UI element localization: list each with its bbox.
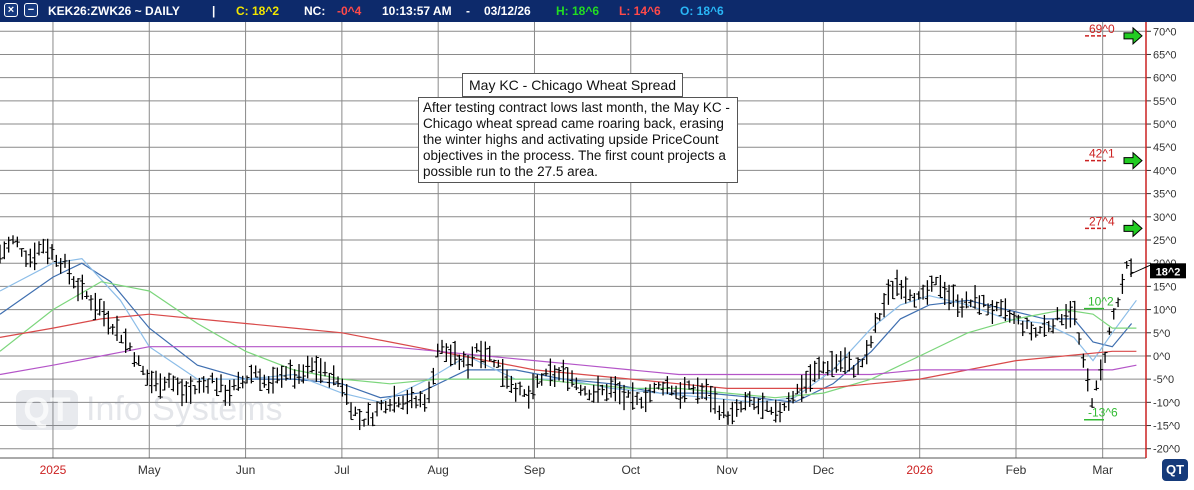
open-value: O: 18^6	[680, 4, 724, 18]
y-tick-label: 40^0	[1153, 165, 1177, 177]
x-tick-label: 2026	[906, 463, 933, 477]
watermark-logo: QT	[16, 390, 78, 430]
last-price-pointer	[1129, 264, 1151, 275]
last-price-box	[1150, 263, 1186, 279]
y-tick-label: 5^0	[1153, 328, 1170, 340]
low-value: L: 14^6	[619, 4, 661, 18]
y-tick-label: -15^0	[1153, 421, 1180, 433]
objective-label: -13^6	[1088, 406, 1118, 420]
x-tick-label: 2025	[40, 463, 67, 477]
objective-label: 42^1	[1089, 147, 1115, 161]
minimize-icon[interactable]: −	[24, 3, 38, 17]
y-tick-label: 70^0	[1153, 26, 1177, 38]
time-label: 10:13:57 AM	[382, 4, 452, 18]
quote-header: × − KEK26:ZWK26 ~ DAILY | C: 18^2 NC: -0…	[0, 0, 1194, 22]
x-tick-label: Oct	[621, 463, 640, 477]
header-dash: -	[466, 4, 470, 18]
y-tick-label: -20^0	[1153, 444, 1180, 456]
x-tick-label: Mar	[1092, 463, 1113, 477]
symbol-label: KEK26:ZWK26 ~ DAILY	[48, 4, 180, 18]
spread-chart: 70^0 65^0 60^0 55^0 50^0 45^0 40^0 35^0 30^0 25^0…	[0, 22, 1186, 477]
close-value: C: 18^2	[236, 4, 280, 18]
objective-label: 10^2	[1088, 295, 1114, 309]
x-tick-label: Aug	[427, 463, 448, 477]
y-tick-label: -5^0	[1153, 374, 1174, 386]
qt-logo-badge[interactable]: QT	[1162, 459, 1188, 481]
objective-label: 27^4	[1089, 214, 1115, 228]
last-price-label: 18^2	[1156, 266, 1181, 278]
header-separator: |	[212, 4, 216, 18]
chart-area[interactable]: 70^0 65^0 60^0 55^0 50^0 45^0 40^0 35^0 30^0 25^0…	[0, 22, 1194, 485]
y-tick-label: 50^0	[1153, 119, 1177, 131]
net-change-label: NC:	[304, 4, 326, 18]
x-tick-label: May	[138, 463, 161, 477]
net-change-value: -0^4	[337, 4, 362, 18]
high-value: H: 18^6	[556, 4, 600, 18]
y-tick-label: 60^0	[1153, 73, 1177, 85]
x-tick-label: Dec	[813, 463, 834, 477]
y-tick-label: 45^0	[1153, 142, 1177, 154]
y-tick-label: 30^0	[1153, 212, 1177, 224]
annotation-body: After testing contract lows last month, …	[418, 97, 738, 183]
annotation-title: May KC - Chicago Wheat Spread	[462, 73, 683, 97]
moving-average-line	[0, 346, 1137, 376]
objective-label: 69^0	[1089, 22, 1115, 36]
close-icon[interactable]: ×	[4, 3, 18, 17]
watermark: QT Info Systems	[16, 390, 283, 430]
objective-arrow-icon	[1123, 219, 1143, 238]
watermark-text: Info Systems	[86, 390, 283, 428]
y-tick-label: -10^0	[1153, 397, 1180, 409]
x-tick-label: Jul	[334, 463, 349, 477]
y-tick-label: 0^0	[1153, 351, 1170, 363]
y-tick-label: 25^0	[1153, 235, 1177, 247]
objective-arrow-icon	[1123, 26, 1143, 46]
y-tick-label: 35^0	[1153, 189, 1177, 201]
x-tick-label: Jun	[236, 463, 255, 477]
x-tick-label: Sep	[524, 463, 546, 477]
objective-arrow-icon	[1123, 151, 1143, 170]
y-tick-label: 55^0	[1153, 96, 1177, 108]
date-label: 03/12/26	[484, 4, 531, 18]
y-tick-label: 10^0	[1153, 305, 1177, 317]
x-tick-label: Nov	[716, 463, 737, 477]
y-tick-label: 15^0	[1153, 281, 1177, 293]
y-tick-label: 65^0	[1153, 49, 1177, 61]
x-tick-label: Feb	[1006, 463, 1027, 477]
